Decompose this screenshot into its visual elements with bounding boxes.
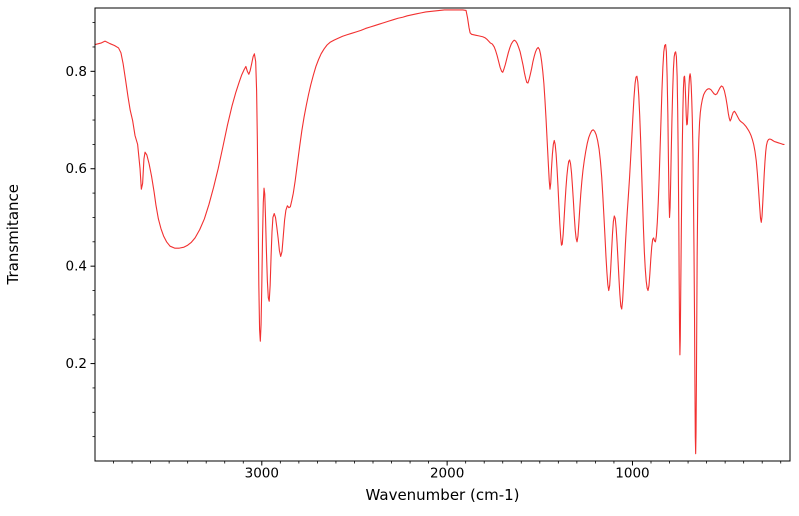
y-axis-title: Transmitance — [4, 184, 22, 285]
x-tick-label: 2000 — [430, 466, 464, 482]
spectrum-line — [95, 9, 785, 455]
x-axis-title: Wavenumber (cm-1) — [365, 486, 520, 504]
y-axis-title-wrap: Transmitance — [2, 8, 24, 461]
y-tick-label: 0.8 — [66, 64, 87, 80]
x-tick-label: 3000 — [245, 466, 279, 482]
x-tick-label: 1000 — [615, 466, 649, 482]
y-tick-label: 0.4 — [66, 259, 87, 275]
plot-frame — [94, 7, 791, 462]
y-tick-label: 0.6 — [66, 161, 87, 177]
y-tick-label: 0.2 — [66, 356, 87, 372]
